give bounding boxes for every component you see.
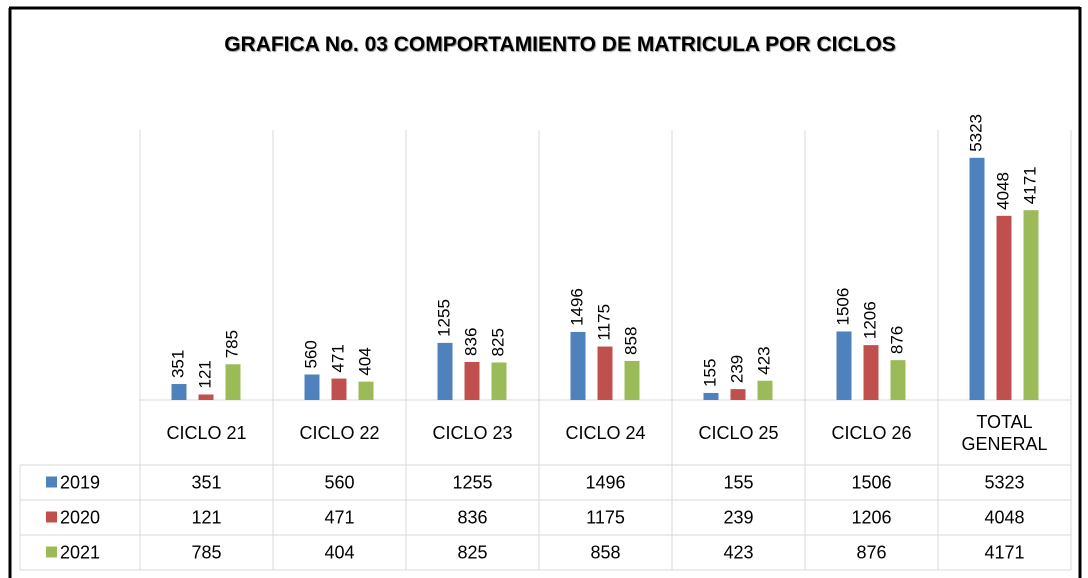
table-cell: 471 [324,507,354,527]
data-label: 560 [301,340,320,368]
bar [597,346,613,400]
table-cell: 1255 [452,472,492,492]
table-cell: 836 [457,507,487,527]
x-tick-label: CICLO 24 [565,422,646,443]
data-label: 155 [700,359,719,387]
bar [703,392,719,400]
table-cell: 1506 [851,472,891,492]
x-tick-label: CICLO 21 [166,422,247,443]
chart-title: GRAFICA No. 03 COMPORTAMIENTO DE MATRICU… [224,33,896,56]
bar [225,364,241,400]
bar [730,389,746,400]
data-label: 4171 [1020,166,1039,204]
data-label: 876 [887,326,906,354]
bar [570,331,586,400]
table-cell: 351 [191,472,221,492]
bar [836,331,852,400]
table-cell: 1175 [586,507,625,527]
legend-swatch [46,476,57,488]
legend-label: 2020 [60,507,100,527]
bar [491,362,507,400]
table-cell: 5323 [984,472,1024,492]
data-label: 471 [328,344,347,372]
data-label: 4048 [993,172,1012,210]
table-cell: 4048 [984,507,1024,527]
bar [624,360,640,400]
data-label: 404 [355,347,374,375]
data-label: 1255 [434,299,453,337]
bar [464,361,480,400]
data-label: 1175 [594,304,613,341]
table-cell: 876 [856,542,886,562]
table-cell: 121 [191,507,221,527]
bar [437,342,453,400]
x-tick-label: TOTAL GENERAL [961,411,1048,454]
x-tick-label: CICLO 25 [698,422,779,443]
legend-swatch [46,511,57,523]
data-label: 351 [168,350,187,378]
data-label: 1506 [833,288,852,326]
bar [863,345,879,400]
x-tick-label: CICLO 26 [831,422,912,443]
table-cell: 785 [191,542,221,562]
data-label: 423 [754,346,773,374]
table-cell: 239 [723,507,753,527]
bar [331,378,347,400]
legend-label: 2019 [60,472,100,492]
table-cell: 155 [723,472,753,492]
bar [198,394,214,400]
bar [969,157,985,400]
data-label: 858 [621,327,640,355]
table-cell: 560 [324,472,354,492]
table-cell: 858 [590,542,620,562]
x-tick-label: CICLO 23 [432,422,513,443]
bar [171,384,187,400]
table-cell: 825 [457,542,487,562]
table-cell: 4171 [984,542,1024,562]
bar [757,380,773,400]
legend-swatch [46,546,57,558]
bar [304,374,320,400]
data-label: 121 [195,360,214,388]
bar [996,215,1012,400]
bar [358,381,374,400]
data-label: 785 [222,330,241,358]
data-label: 1496 [567,288,586,326]
x-tick-label: CICLO 22 [299,422,380,443]
bar [890,360,906,400]
table-cell: 1496 [585,472,625,492]
data-label: 836 [461,328,480,356]
data-label: 825 [488,328,507,356]
data-label: 239 [727,355,746,383]
legend-label: 2021 [60,542,100,562]
data-label: 1206 [860,301,879,339]
bar [1023,210,1039,400]
data-label: 5323 [966,114,985,152]
table-cell: 423 [723,542,753,562]
table-cell: 1206 [851,507,891,527]
table-cell: 404 [324,542,354,562]
